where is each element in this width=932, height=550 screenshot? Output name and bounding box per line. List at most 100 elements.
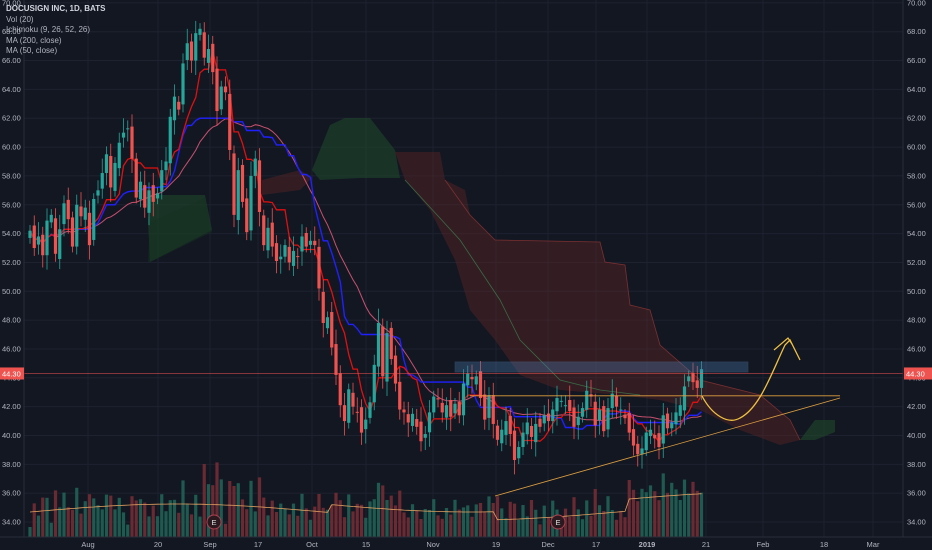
volume-bar (487, 496, 491, 537)
candle-body (551, 409, 555, 422)
volume-bar (202, 464, 206, 537)
y-tick-label-right: 48.00 (907, 316, 926, 325)
volume-bar (589, 515, 593, 537)
candle-body (317, 246, 321, 289)
symbol-title: DOCUSIGN INC, 1D, BATS (6, 4, 106, 13)
volume-bar (427, 510, 432, 537)
volume-bar (172, 499, 177, 537)
candle-body (559, 400, 563, 402)
volume-bar (525, 516, 529, 537)
volume-bar (470, 516, 474, 537)
volume-bar (368, 501, 372, 537)
candle-body (674, 412, 678, 425)
volume-bar (546, 517, 551, 537)
volume-bar (606, 496, 610, 537)
volume-bar (593, 489, 597, 537)
volume-bar (517, 519, 521, 537)
candle-body (215, 68, 219, 112)
candle-body (113, 162, 117, 191)
candle-body (338, 373, 342, 406)
candle-body (508, 415, 512, 435)
candle-body (194, 33, 198, 61)
volume-bar (249, 480, 253, 537)
candle-body (334, 344, 338, 375)
candle-body (432, 396, 436, 413)
volume-bar (206, 484, 211, 537)
volume-ma-line (29, 493, 702, 521)
candle-body (500, 429, 504, 444)
candle-body (70, 217, 75, 247)
volume-bar (287, 514, 291, 537)
volume-bar (661, 473, 665, 537)
candle-body (670, 422, 674, 429)
earnings-event-marker[interactable]: E (550, 514, 566, 530)
x-tick-label: Aug (81, 540, 94, 549)
volume-bar (147, 516, 151, 537)
candle-body (695, 380, 699, 388)
y-tick-label-right: 40.00 (907, 431, 926, 440)
y-tick-label-left: 46.00 (2, 344, 21, 353)
candle-body (474, 376, 478, 385)
y-tick-label-right: 60.00 (907, 143, 926, 152)
volume-bar (274, 512, 279, 537)
legend: DOCUSIGN INC, 1D, BATS Vol (20) Ichimoku… (6, 4, 105, 57)
candle-body (593, 401, 597, 426)
candle-body (291, 250, 296, 266)
volume-bar (670, 482, 674, 537)
candle-body (364, 419, 368, 430)
candle-body (75, 204, 79, 247)
volume-bar (521, 505, 525, 537)
volume-bar (117, 497, 121, 537)
volume-bar (49, 522, 53, 537)
grid (24, 0, 903, 537)
price-tag-left (0, 367, 24, 380)
y-tick-label-right: 54.00 (907, 229, 926, 238)
candle-body (576, 416, 580, 426)
candle-body (589, 394, 593, 397)
projection-arrow (773, 337, 793, 351)
candle-body (87, 212, 92, 246)
candle-body (449, 400, 453, 417)
x-tick-label: Feb (757, 540, 770, 549)
candle-body (665, 413, 670, 429)
candle-body (126, 128, 130, 130)
volume-bar (393, 505, 398, 537)
volume-bar (402, 512, 406, 537)
candle-body (134, 158, 138, 198)
candle-body (62, 203, 66, 225)
candle-body (266, 227, 270, 251)
volume-bar (389, 495, 393, 537)
candle-body (185, 43, 189, 60)
user-drawings[interactable] (24, 337, 903, 497)
cloud-green-1b (148, 198, 212, 262)
volume-bar (636, 501, 640, 537)
candle-body (83, 207, 87, 220)
ma200-line (29, 118, 702, 423)
volume-bar (466, 505, 470, 537)
earnings-event-label: E (555, 518, 560, 527)
volume-bar (491, 503, 495, 537)
volume-bar (342, 517, 347, 537)
volume-bar (32, 503, 36, 537)
candle-body (198, 28, 202, 35)
volume-bar (453, 499, 457, 537)
x-tick-label: 2019 (639, 540, 656, 549)
volume-bar (351, 511, 355, 537)
volume-bar (563, 508, 568, 537)
volume-bar (644, 492, 648, 537)
candle-body (219, 86, 223, 110)
candle-body (440, 402, 444, 413)
volume-bar (423, 509, 427, 537)
candles (28, 20, 704, 475)
candle-body (410, 413, 415, 426)
earnings-event-marker[interactable]: E (206, 514, 222, 530)
x-tick-label: Dec (541, 540, 555, 549)
y-tick-label-left: 66.00 (2, 56, 21, 65)
volume-bar (240, 499, 245, 537)
candle-body (172, 96, 177, 121)
x-tick-label: 17 (592, 540, 600, 549)
candle-body (572, 407, 576, 427)
candle-body (436, 398, 440, 400)
